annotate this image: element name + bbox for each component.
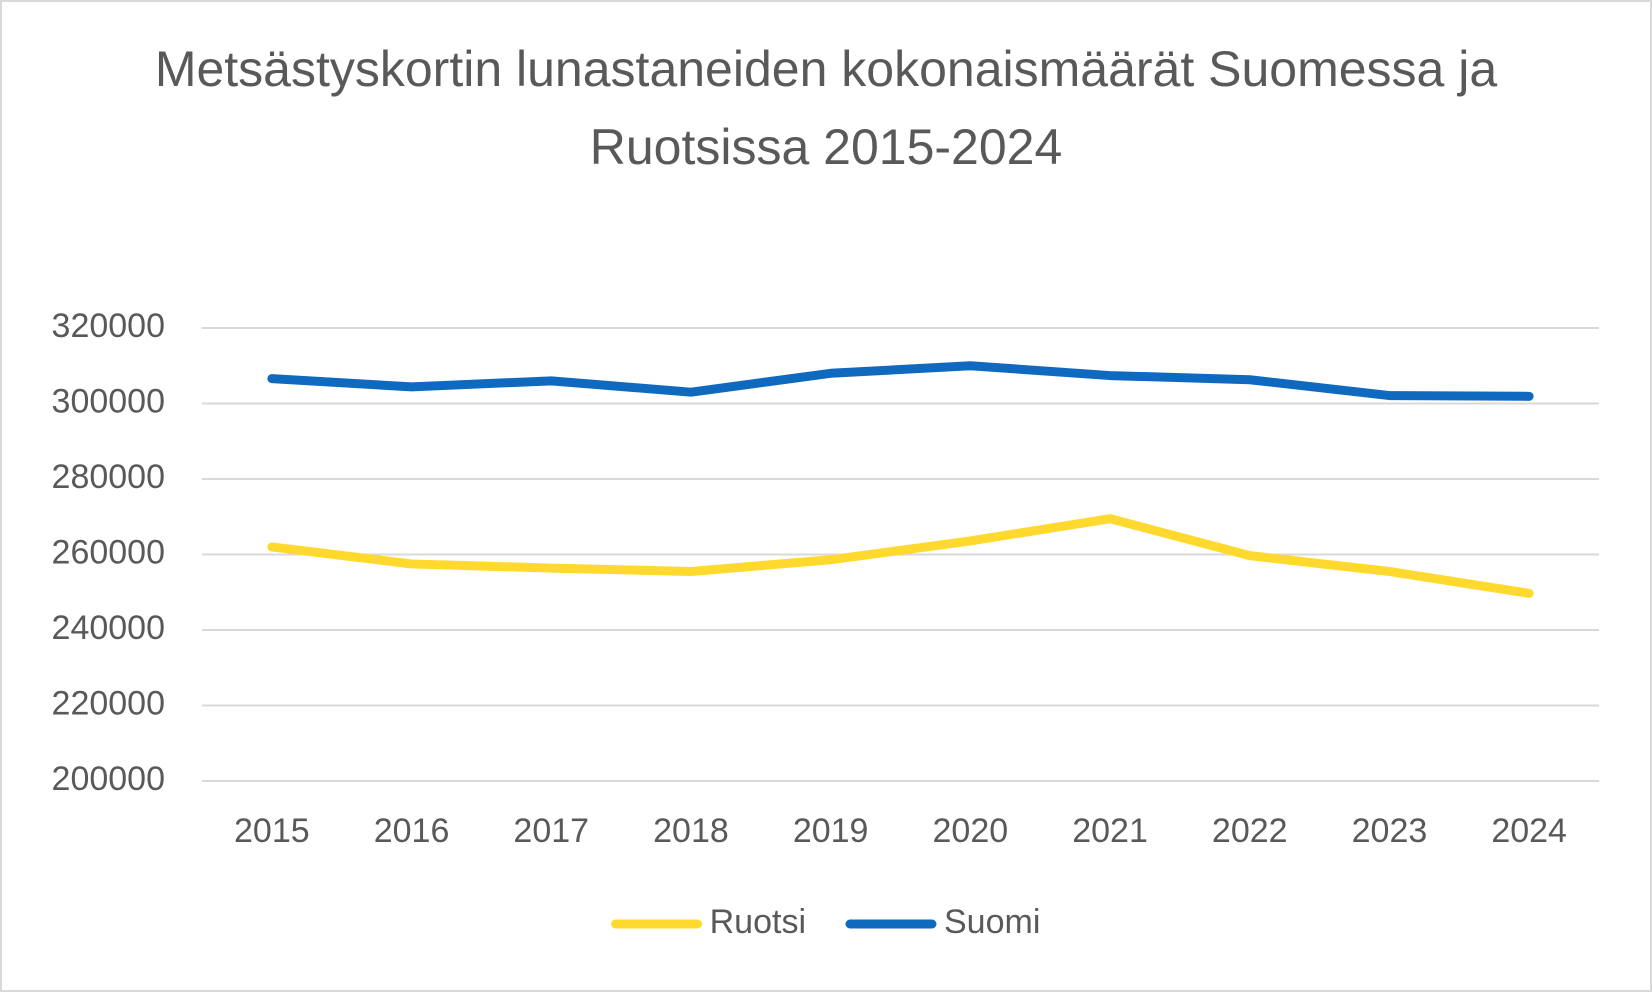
y-tick-label: 280000 [52, 458, 165, 496]
y-tick-label: 220000 [52, 684, 165, 722]
x-tick-label: 2017 [513, 812, 589, 850]
y-tick-label: 320000 [52, 307, 165, 345]
y-tick-label: 240000 [52, 609, 165, 647]
x-tick-label: 2015 [234, 812, 310, 850]
x-tick-label: 2020 [933, 812, 1009, 850]
x-tick-label: 2021 [1072, 812, 1148, 850]
series-line [267, 361, 1534, 401]
chart-title: Metsästyskortin lunastaneiden kokonaismä… [154, 41, 1498, 175]
legend-label: Ruotsi [710, 903, 806, 941]
x-tick-label: 2019 [793, 812, 869, 850]
y-tick-label: 300000 [52, 382, 165, 420]
x-tick-label: 2024 [1491, 812, 1567, 850]
x-tick-label: 2016 [374, 812, 450, 850]
y-tick-label: 200000 [52, 760, 165, 798]
x-tick-label: 2023 [1352, 812, 1428, 850]
title-box: Metsästyskortin lunastaneiden kokonaismä… [154, 41, 1498, 175]
x-tick-label: 2022 [1212, 812, 1288, 850]
x-tick-label: 2018 [653, 812, 729, 850]
series-line [267, 514, 1534, 598]
y-tick-label: 260000 [52, 533, 165, 571]
legend-label: Suomi [944, 903, 1040, 941]
